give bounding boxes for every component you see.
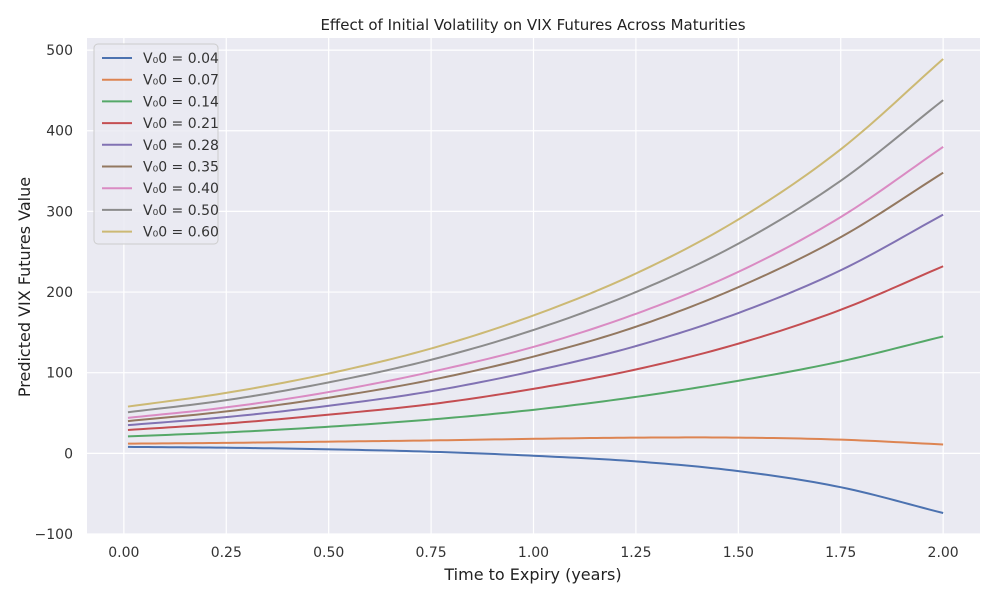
x-tick-label: 1.75	[825, 545, 856, 561]
legend: V₀0 = 0.04 V₀0 = 0.07 V₀0 = 0.14 V₀0 = 0.21…	[93, 43, 219, 245]
y-tick-label: −100	[35, 527, 73, 543]
series-line-7	[127, 99, 944, 414]
x-tick-label: 1.25	[620, 545, 651, 561]
legend-entry: V₀0 = 0.21	[143, 116, 219, 132]
x-tick-label: 2.00	[928, 545, 959, 561]
series-line-5	[127, 171, 944, 423]
series-line-1	[127, 436, 944, 446]
x-tick-labels: 0.00 0.25 0.50 0.75 1.00 1.25 1.50 1.75 2.00	[108, 545, 958, 561]
series-line-2	[127, 335, 944, 438]
legend-entry: V₀0 = 0.28	[143, 138, 219, 154]
x-axis-label: Time to Expiry (years)	[443, 565, 621, 584]
y-tick-label: 400	[46, 124, 73, 140]
y-tick-labels: −100 0 100 200 300 400 500	[35, 43, 73, 543]
y-tick-label: 100	[46, 366, 73, 382]
series-lines	[127, 58, 944, 514]
x-tick-label: 0.25	[211, 545, 242, 561]
y-tick-label: 200	[46, 285, 73, 301]
series-line-8	[127, 58, 944, 408]
legend-entry: V₀0 = 0.07	[143, 73, 219, 89]
x-tick-label: 0.50	[313, 545, 344, 561]
y-tick-label: 500	[46, 43, 73, 59]
legend-entry: V₀0 = 0.04	[143, 51, 219, 67]
legend-frame	[93, 43, 219, 245]
y-tick-label: 0	[64, 446, 73, 462]
y-tick-label: 300	[46, 204, 73, 220]
y-axis-label: Predicted VIX Futures Value	[15, 177, 34, 397]
series-line-3	[127, 265, 944, 431]
legend-entry: V₀0 = 0.40	[143, 181, 219, 197]
series-line-4	[127, 213, 944, 427]
legend-entry: V₀0 = 0.50	[143, 203, 219, 219]
legend-entry: V₀0 = 0.35	[143, 160, 219, 176]
x-tick-label: 1.00	[518, 545, 549, 561]
grid	[87, 38, 980, 535]
x-tick-label: 1.50	[723, 545, 754, 561]
legend-entry: V₀0 = 0.60	[143, 225, 219, 241]
x-tick-label: 0.75	[416, 545, 447, 561]
x-tick-label: 0.00	[108, 545, 139, 561]
series-line-0	[127, 445, 944, 514]
legend-entry: V₀0 = 0.14	[143, 94, 219, 110]
series-line-6	[127, 146, 944, 419]
chart-title: Effect of Initial Volatility on VIX Futu…	[320, 16, 745, 34]
